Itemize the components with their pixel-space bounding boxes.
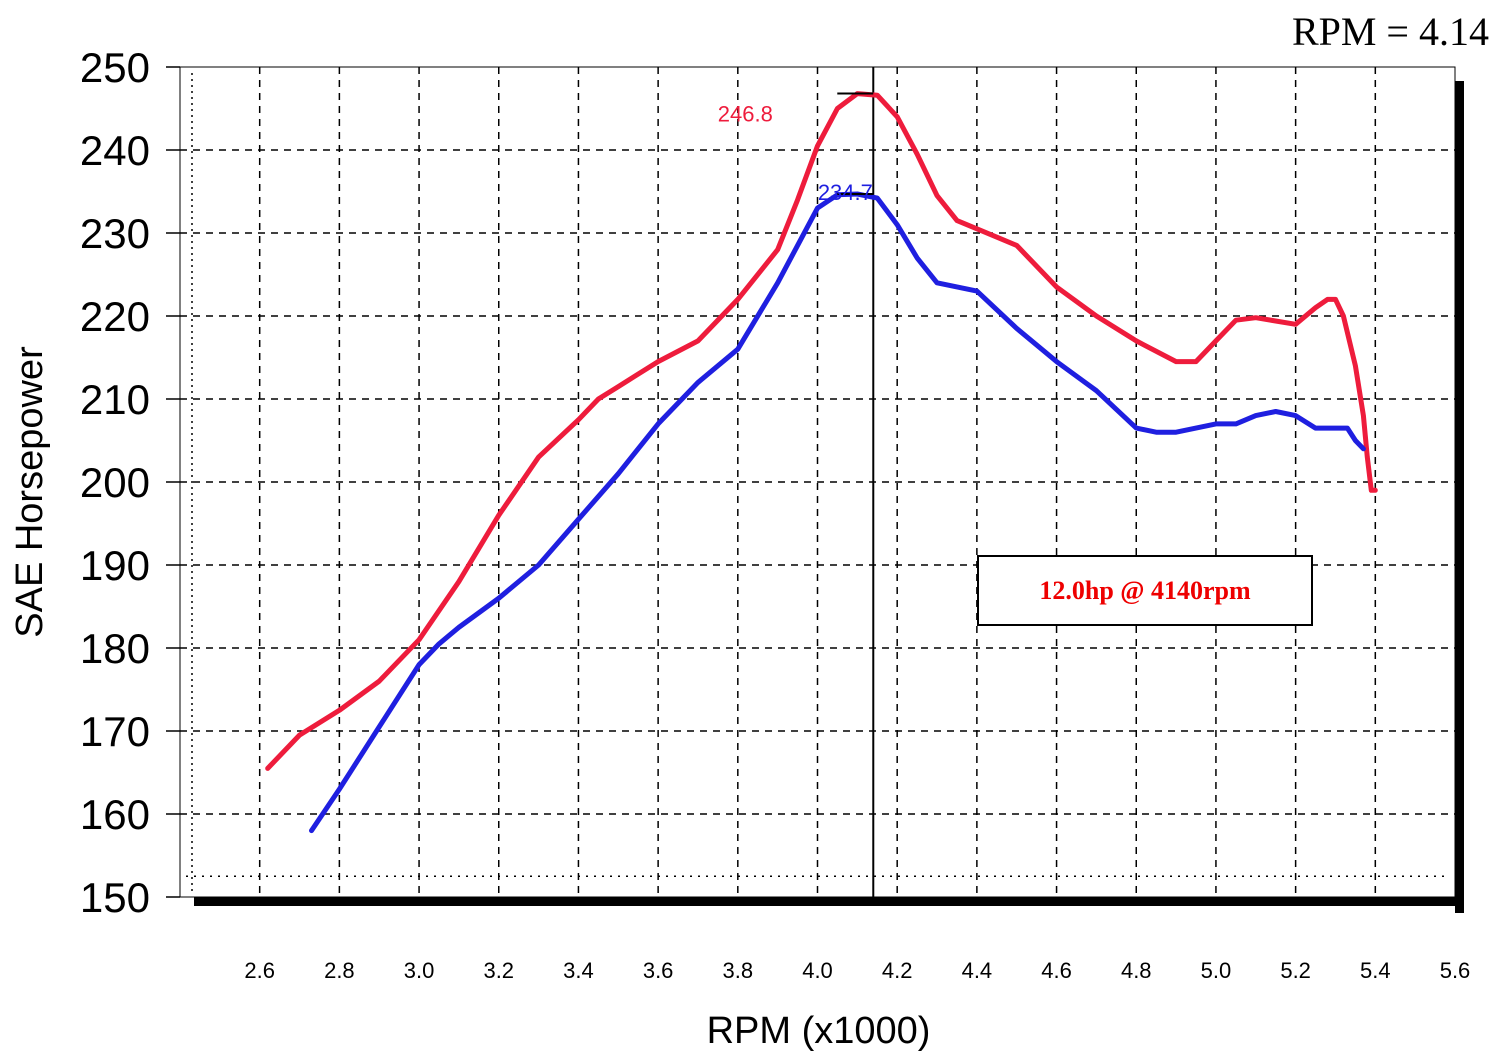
x-tick-label: 4.8	[1121, 958, 1152, 983]
x-tick-label: 2.8	[324, 958, 355, 983]
x-tick-label: 4.2	[882, 958, 913, 983]
y-tick-label: 200	[80, 459, 150, 506]
y-tick-label: 170	[80, 708, 150, 755]
plot-shadow-bottom	[194, 897, 1464, 906]
x-tick-label: 4.0	[802, 958, 833, 983]
hp-difference-text: 12.0hp @ 4140rpm	[1039, 575, 1251, 605]
x-tick-label: 3.8	[723, 958, 754, 983]
y-tick-label: 230	[80, 210, 150, 257]
y-tick-label: 180	[80, 625, 150, 672]
y-tick-label: 240	[80, 127, 150, 174]
x-tick-label: 3.6	[643, 958, 674, 983]
peak-label-2: 234.7	[818, 180, 873, 205]
series-line-1	[265, 91, 1378, 771]
y-tick-label: 160	[80, 791, 150, 838]
x-tick-label: 5.6	[1440, 958, 1471, 983]
x-tick-label: 3.4	[563, 958, 594, 983]
hp-difference-annotation: 12.0hp @ 4140rpm	[977, 555, 1313, 626]
x-tick-label: 4.6	[1041, 958, 1072, 983]
x-tick-label: 4.4	[962, 958, 993, 983]
plot-shadow-right	[1455, 81, 1464, 913]
y-tick-label: 190	[80, 542, 150, 589]
x-axis-title: RPM (x1000)	[707, 1010, 931, 1052]
y-tick-label: 150	[80, 874, 150, 921]
y-tick-label: 250	[80, 44, 150, 91]
y-tick-label: 220	[80, 293, 150, 340]
peak-label-1: 246.8	[718, 102, 773, 127]
x-tick-label: 3.2	[483, 958, 514, 983]
x-tick-label: 5.4	[1360, 958, 1391, 983]
rpm-readout: RPM = 4.14	[1291, 9, 1489, 54]
x-tick-label: 5.0	[1201, 958, 1232, 983]
x-tick-label: 5.2	[1280, 958, 1311, 983]
y-axis-title: SAE Horsepower	[9, 346, 51, 638]
x-tick-label: 2.6	[244, 958, 275, 983]
y-tick-label: 210	[80, 376, 150, 423]
series-line-2	[309, 191, 1366, 834]
x-tick-label: 3.0	[404, 958, 435, 983]
